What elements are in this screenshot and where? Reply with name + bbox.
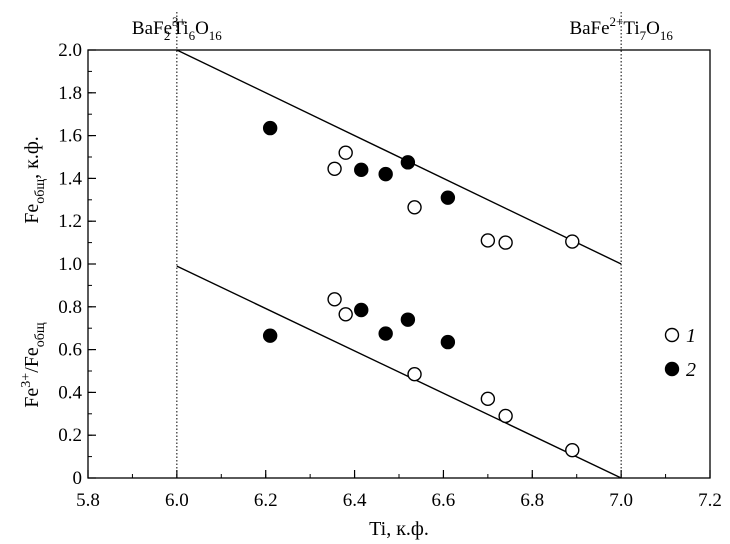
- data-point-open: [498, 408, 513, 424]
- y-tick-label: 1.4: [58, 168, 82, 189]
- formula-label-1: BaFe2+Ti7O16: [569, 14, 673, 43]
- legend-marker: [664, 361, 680, 377]
- data-point-filled: [354, 302, 369, 318]
- x-tick-label: 6.4: [343, 490, 367, 511]
- y-tick-label: 0.2: [58, 425, 82, 446]
- y-tick-label: 0.6: [58, 340, 82, 361]
- y-tick-label: 1.0: [58, 254, 82, 275]
- trend-line-1: [176, 265, 622, 479]
- y-axis-label-upper: Feобщ, к.ф.: [21, 136, 48, 224]
- axis-ticks: 5.8 6.0 6.2 6.4 6.6 6.8 7.0 7.2 0 0.2 0.4 0.6 0.8 1.0…: [58, 40, 722, 511]
- data-point-open: [327, 161, 342, 176]
- data-point-open: [565, 442, 580, 458]
- x-tick-label: 6.2: [254, 490, 278, 511]
- formula-label-0: BaFe3+ 2 Ti6O16: [132, 14, 222, 43]
- plot-area: [87, 49, 711, 479]
- data-point-filled: [400, 312, 416, 327]
- x-axis-label: Ti, к.ф.: [369, 518, 429, 540]
- data-point-filled: [400, 155, 416, 170]
- legend-label: 1: [686, 325, 696, 347]
- data-point-filled: [378, 166, 393, 182]
- x-tick-label: 6.6: [432, 490, 456, 511]
- data-point-filled: [262, 120, 278, 136]
- data-point-open: [327, 292, 342, 307]
- y-tick-label: 1.8: [58, 83, 82, 104]
- plot-frame: [87, 49, 711, 479]
- x-tick-label: 5.8: [76, 490, 100, 511]
- x-tick-label: 7.0: [609, 490, 633, 511]
- data-point-filled: [440, 334, 456, 350]
- data-points: [262, 120, 580, 458]
- y-tick-label: 1.2: [58, 211, 82, 232]
- y-tick-label: 1.6: [58, 126, 82, 147]
- trend-lines: [176, 49, 622, 479]
- data-point-open: [480, 233, 496, 248]
- data-point-filled: [440, 190, 456, 205]
- y-tick-label: 0.4: [58, 382, 82, 403]
- y-tick-label: 2.0: [58, 40, 82, 61]
- x-tick-label: 6.8: [520, 490, 544, 511]
- y-tick-label: 0: [73, 468, 83, 489]
- data-point-open: [565, 234, 580, 249]
- annotations: BaFe3+ 2 Ti6O16 BaFe2+Ti7O16: [132, 14, 673, 43]
- data-point-open: [338, 307, 353, 322]
- data-point-filled: [262, 328, 278, 343]
- legend-label: 2: [686, 359, 696, 381]
- data-point-filled: [378, 326, 393, 341]
- reference-lines: [176, 12, 622, 478]
- legend: 12: [664, 325, 696, 381]
- data-point-open: [338, 145, 353, 160]
- x-tick-label: 7.2: [698, 490, 722, 511]
- x-tick-label: 6.0: [165, 490, 189, 511]
- trend-line-0: [176, 49, 622, 265]
- data-point-open: [407, 200, 422, 215]
- y-tick-label: 0.8: [58, 297, 82, 318]
- data-point-open: [480, 391, 496, 407]
- legend-marker: [664, 327, 680, 343]
- y-axis-label-lower: Fe3+/Feобщ: [19, 322, 48, 408]
- data-point-filled: [354, 162, 369, 178]
- data-point-open: [407, 367, 422, 382]
- data-point-open: [498, 235, 513, 250]
